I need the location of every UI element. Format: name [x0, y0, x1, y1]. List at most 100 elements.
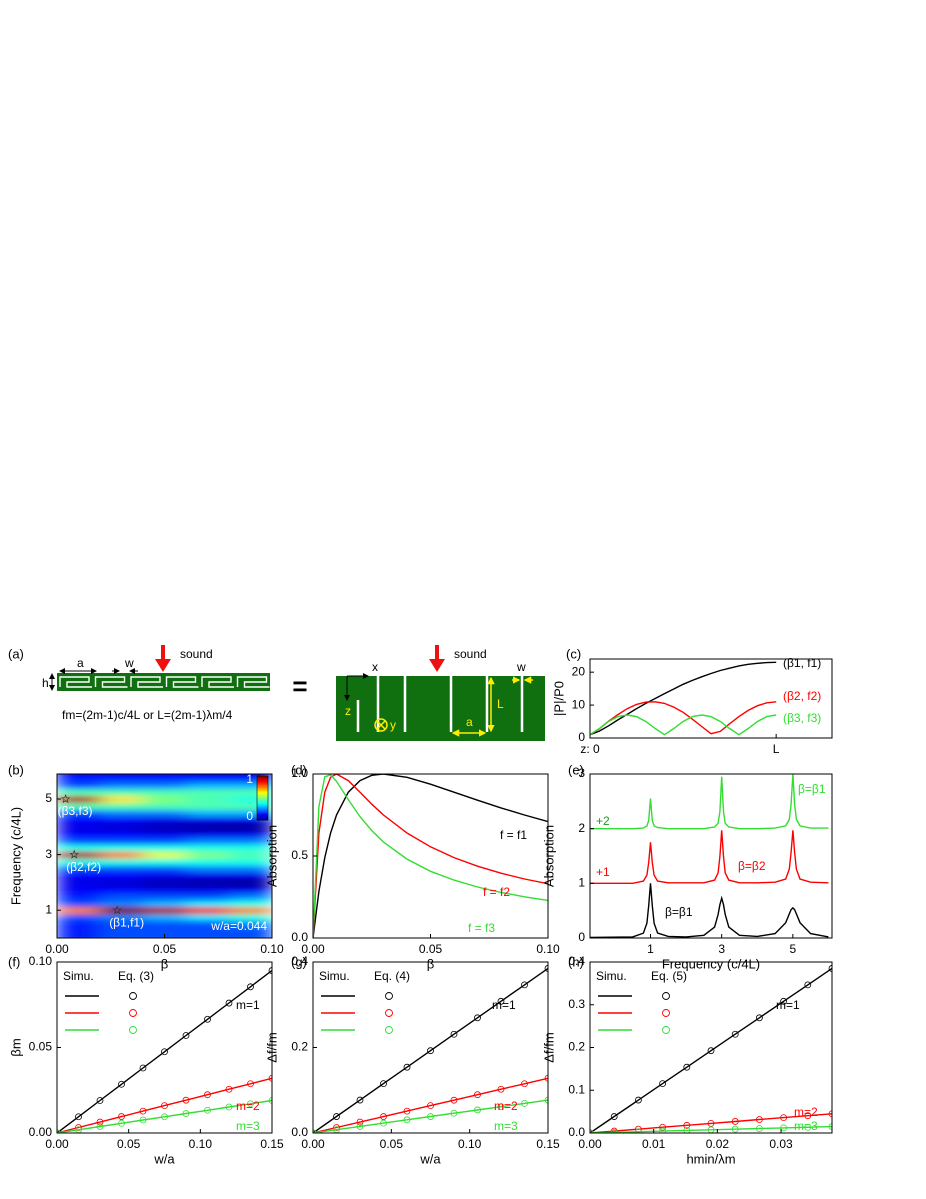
heat-cell — [186, 816, 230, 824]
eq-marker — [474, 1091, 481, 1099]
heat-cell — [186, 871, 230, 880]
point-label: (β1,f1) — [109, 915, 144, 929]
eq-marker — [75, 1124, 82, 1131]
meander-slit — [236, 676, 270, 688]
axes-frame — [589, 773, 833, 939]
heat-cell — [229, 913, 272, 922]
heat-cell — [57, 774, 101, 783]
heat-cell — [186, 830, 230, 838]
eq-marker — [707, 1047, 715, 1055]
heat-cell — [143, 920, 187, 929]
heat-cell — [143, 892, 187, 901]
heat-cell — [57, 927, 101, 936]
eq-marker — [521, 1080, 528, 1088]
heat-cell — [57, 837, 101, 845]
colorbar-stripe — [257, 786, 268, 789]
colorbar-label: 1 — [246, 772, 253, 786]
formula: fm=(2m-1)c/4L or L=(2m-1)λm/4 — [62, 708, 233, 722]
eq-marker — [659, 1127, 666, 1133]
heat-cell — [100, 927, 144, 936]
eq-marker — [139, 1107, 147, 1115]
eq-marker — [356, 1118, 364, 1126]
meander-slit — [201, 676, 234, 688]
eq-marker — [828, 965, 832, 972]
heatmap-cells — [57, 774, 272, 938]
heat-cell — [186, 788, 230, 797]
x-tick-label: 0.03 — [769, 1137, 793, 1151]
eq-marker — [780, 997, 787, 1005]
colorbar-stripe — [257, 809, 268, 812]
heat-cell — [57, 865, 101, 873]
series-label: β=β1 — [798, 782, 826, 796]
series-line — [590, 830, 829, 884]
heat-cell — [57, 871, 101, 880]
series-line — [590, 714, 777, 736]
y-axis-label: Absorption — [541, 825, 556, 887]
eq-marker — [96, 1123, 104, 1130]
legend-circle — [662, 1009, 670, 1017]
series-line — [313, 1077, 548, 1133]
meander-slit — [130, 676, 163, 688]
heat-cell — [57, 774, 101, 776]
eq-marker — [161, 1048, 168, 1056]
x-tick-label: 3 — [718, 942, 725, 956]
heat-cell — [186, 851, 230, 859]
heat-cell — [143, 913, 187, 922]
heat-cell — [57, 934, 101, 938]
eq-marker — [182, 1110, 190, 1117]
eq-marker — [610, 1128, 618, 1133]
x-tick-label: 0.00 — [301, 1137, 325, 1151]
colorbar-stripe — [257, 783, 268, 786]
heat-cell — [186, 892, 230, 901]
x-axis-label: w/a — [153, 1151, 175, 1166]
colorbar-stripe — [257, 818, 268, 821]
heat-cell — [100, 899, 144, 908]
eq-marker — [139, 1064, 147, 1072]
eq-marker — [403, 1107, 411, 1115]
heat-cell — [229, 809, 272, 817]
heat-cell — [229, 823, 272, 831]
heat-cell — [57, 809, 101, 817]
heat-cell — [143, 865, 187, 873]
x-axis-label: w/a — [419, 1151, 441, 1166]
panel-label: (a) — [8, 646, 24, 661]
eq-marker — [544, 1074, 548, 1082]
heat-cell — [186, 885, 230, 894]
eq-marker — [707, 1119, 715, 1127]
legend-circle — [385, 992, 393, 1000]
heat-cell — [143, 885, 187, 894]
x-tick-label: 0.02 — [706, 1137, 730, 1151]
series-line — [313, 1099, 548, 1133]
heat-cell — [57, 823, 101, 831]
y-tick-label: 0.0 — [291, 1125, 308, 1139]
heat-cell — [100, 892, 144, 901]
heat-cell — [57, 781, 101, 790]
x-tick-label: 0.05 — [117, 1137, 141, 1151]
series-label: m=1 — [776, 998, 800, 1012]
y-axis-label: Absorption — [264, 825, 279, 887]
heat-cell — [143, 858, 187, 866]
eq-marker — [804, 981, 812, 989]
eq-marker — [804, 1123, 812, 1131]
series-label: (β2, f2) — [783, 689, 821, 703]
heat-cell — [229, 774, 272, 776]
heat-cell — [229, 899, 272, 908]
y-tick-label: 10 — [572, 697, 586, 711]
heat-cell — [143, 774, 187, 783]
panel-label: (b) — [8, 762, 24, 777]
sound-label: sound — [180, 647, 213, 661]
heat-cell — [100, 823, 144, 831]
heat-cell — [143, 774, 187, 776]
y-tick-label: 0.1 — [568, 1082, 585, 1096]
heat-cell — [186, 920, 230, 929]
series-line — [590, 967, 832, 1133]
eq-marker — [333, 1124, 340, 1131]
eq-marker — [380, 1080, 387, 1088]
into-page-cross — [376, 720, 386, 730]
y-tick-label: 0 — [578, 730, 585, 744]
series-label: f = f1 — [500, 828, 527, 842]
series-label: β=β1 — [665, 905, 693, 919]
y-tick-label: 0.10 — [29, 954, 53, 968]
heat-cell — [229, 844, 272, 852]
